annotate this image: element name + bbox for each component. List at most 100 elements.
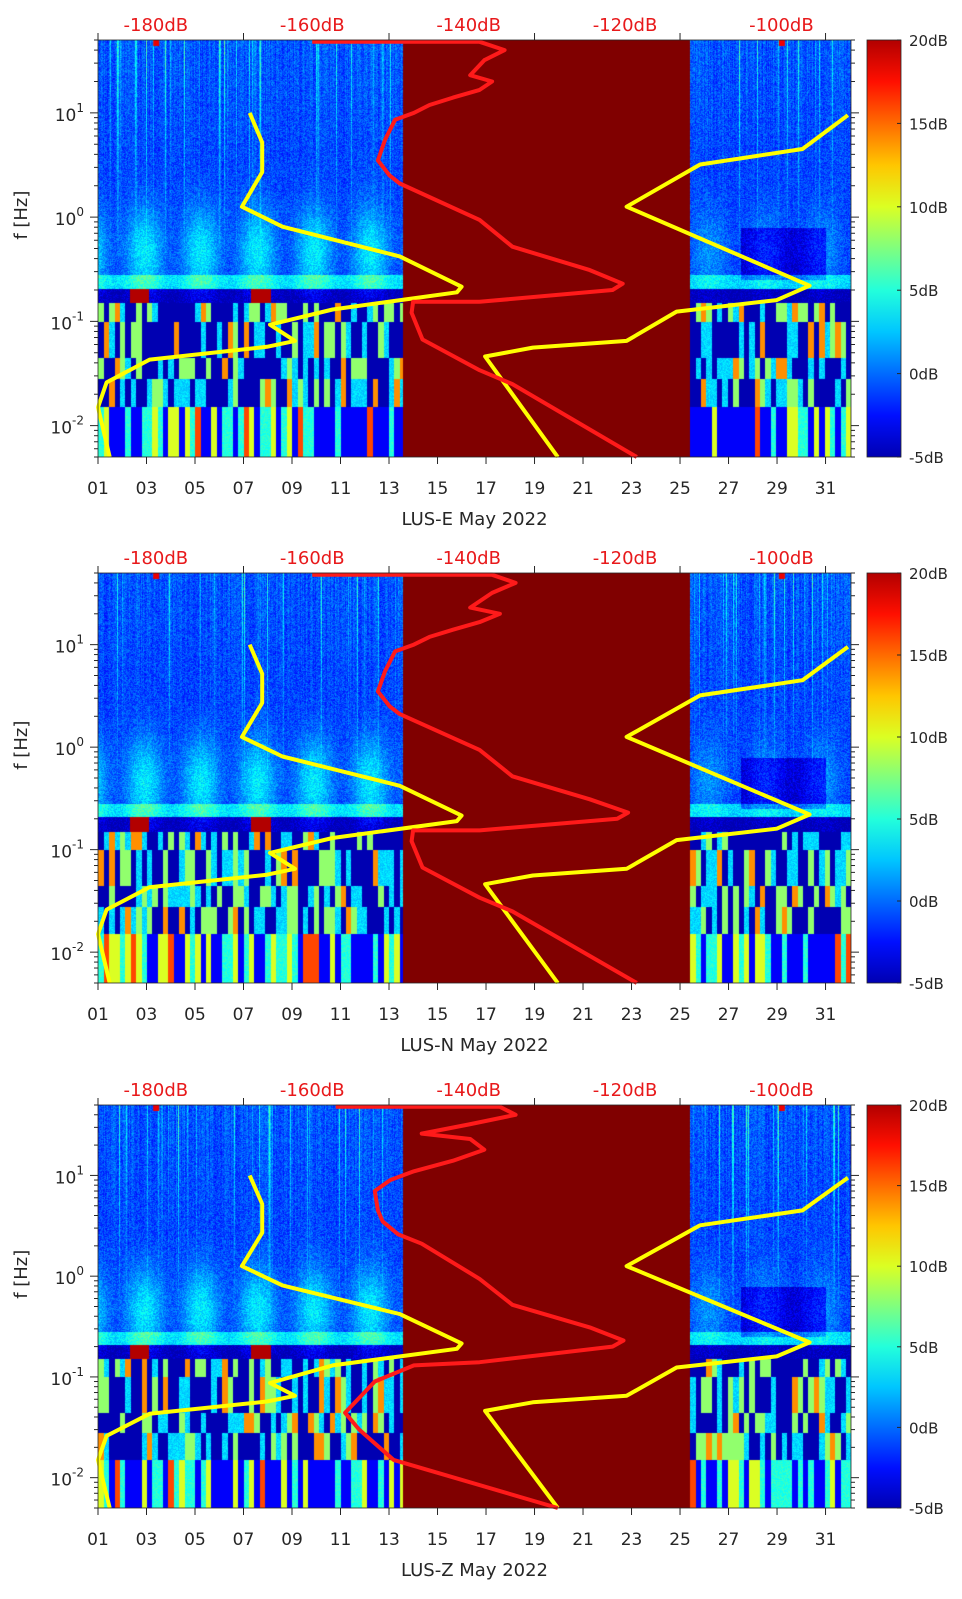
y-tick-exponent: 1 xyxy=(76,101,84,115)
y-tick-exponent: 1 xyxy=(76,633,84,647)
x-tick-label: 25 xyxy=(669,1530,691,1550)
colorbar-label: 20dB xyxy=(909,32,948,50)
x-tick-label: 07 xyxy=(233,479,255,499)
y-tick-base: 10 xyxy=(50,1471,72,1491)
x-tick-label: 25 xyxy=(669,1005,691,1025)
y-tick-base: 10 xyxy=(50,1370,72,1390)
psd-yellow-right-line xyxy=(483,645,850,985)
x-tick-label: 15 xyxy=(427,479,449,499)
x-tick-label: 29 xyxy=(766,479,788,499)
y-tick-base: 10 xyxy=(55,210,77,230)
colorbar-label: 20dB xyxy=(909,1097,948,1115)
plot-frame xyxy=(97,39,852,458)
colorbar-label: 10dB xyxy=(909,729,948,747)
x-tick-label: 23 xyxy=(621,479,643,499)
x-axis-label: LUS-Z May 2022 xyxy=(401,1560,548,1581)
y-tick-base: 10 xyxy=(55,1168,77,1188)
y-tick-label: 10-2 xyxy=(50,1466,84,1491)
x-tick-label: 09 xyxy=(281,479,303,499)
colorbar xyxy=(866,1104,902,1509)
colorbar-label: 0dB xyxy=(909,366,938,384)
x-tick-label: 11 xyxy=(330,479,352,499)
x-tick-label: 07 xyxy=(233,1530,255,1550)
y-axis-label: f [Hz] xyxy=(11,1250,32,1299)
y-tick-base: 10 xyxy=(55,106,77,126)
plot-frame xyxy=(97,1104,852,1509)
x-axis-label: LUS-N May 2022 xyxy=(400,1035,548,1056)
y-tick-label: 10-2 xyxy=(50,940,84,965)
x-tick-label: 05 xyxy=(184,1005,206,1025)
top-db-label: -140dB xyxy=(436,548,501,569)
psd-yellow-left-line xyxy=(96,643,464,984)
x-tick-label: 03 xyxy=(136,479,158,499)
x-tick-label: 05 xyxy=(184,479,206,499)
y-tick-label: 10-2 xyxy=(50,414,84,439)
x-tick-label: 13 xyxy=(378,1530,400,1550)
y-tick-exponent: 1 xyxy=(76,1163,84,1177)
colorbar xyxy=(866,39,902,458)
y-tick-exponent: -2 xyxy=(72,414,84,428)
x-tick-label: 21 xyxy=(572,1530,594,1550)
x-tick-label: 21 xyxy=(572,1005,594,1025)
y-tick-base: 10 xyxy=(55,638,77,658)
y-tick-label: 100 xyxy=(55,205,84,230)
x-tick-label: 29 xyxy=(766,1005,788,1025)
x-axis-label: LUS-E May 2022 xyxy=(401,509,547,530)
colorbar-label: 5dB xyxy=(909,811,938,829)
x-tick-label: 15 xyxy=(427,1530,449,1550)
top-db-label: -180dB xyxy=(124,548,189,569)
y-tick-label: 10-1 xyxy=(50,1365,84,1390)
x-tick-label: 17 xyxy=(475,479,497,499)
x-tick-label: 01 xyxy=(87,1530,109,1550)
psd-yellow-right-line xyxy=(483,1176,850,1510)
colorbar-label: 15dB xyxy=(909,115,948,133)
top-db-label: -100dB xyxy=(749,548,814,569)
top-db-label: -120dB xyxy=(593,15,658,36)
x-tick-label: 17 xyxy=(475,1005,497,1025)
colorbar-label: -5dB xyxy=(909,975,944,993)
x-tick-label: 01 xyxy=(87,1005,109,1025)
x-tick-label: 15 xyxy=(427,1005,449,1025)
top-db-label: -160dB xyxy=(280,1080,345,1101)
x-tick-label: 11 xyxy=(330,1530,352,1550)
y-tick-exponent: -1 xyxy=(72,1365,84,1379)
y-tick-label: 100 xyxy=(55,735,84,760)
x-tick-label: 03 xyxy=(136,1530,158,1550)
y-tick-base: 10 xyxy=(50,314,72,334)
y-tick-label: 101 xyxy=(55,633,84,658)
colorbar-label: 10dB xyxy=(909,1258,948,1276)
x-tick-label: 27 xyxy=(718,1530,740,1550)
top-db-label: -100dB xyxy=(749,1080,814,1101)
y-axis-label: f [Hz] xyxy=(11,191,32,240)
x-tick-label: 31 xyxy=(815,479,837,499)
x-tick-label: 03 xyxy=(136,1005,158,1025)
x-tick-label: 09 xyxy=(281,1530,303,1550)
y-tick-base: 10 xyxy=(55,740,77,760)
x-tick-label: 19 xyxy=(524,1530,546,1550)
y-tick-exponent: -1 xyxy=(72,838,84,852)
top-db-label: -120dB xyxy=(593,1080,658,1101)
x-tick-label: 17 xyxy=(475,1530,497,1550)
y-tick-exponent: -2 xyxy=(72,1466,84,1480)
psd-red-line xyxy=(312,572,638,985)
x-tick-label: 09 xyxy=(281,1005,303,1025)
y-tick-base: 10 xyxy=(50,419,72,439)
psd-red-line xyxy=(335,1104,626,1510)
psd-yellow-left-line xyxy=(96,1174,464,1509)
x-tick-label: 13 xyxy=(378,1005,400,1025)
x-tick-label: 01 xyxy=(87,479,109,499)
y-tick-label: 10-1 xyxy=(50,309,84,334)
x-tick-label: 21 xyxy=(572,479,594,499)
x-tick-label: 29 xyxy=(766,1530,788,1550)
top-db-label: -140dB xyxy=(436,15,501,36)
colorbar-label: -5dB xyxy=(909,449,944,467)
colorbar-label: 5dB xyxy=(909,282,938,300)
colorbar-label: 15dB xyxy=(909,1178,948,1196)
y-tick-exponent: -2 xyxy=(72,940,84,954)
y-tick-exponent: 0 xyxy=(76,735,84,749)
y-tick-base: 10 xyxy=(55,1269,77,1289)
psd-yellow-right-line xyxy=(483,113,850,459)
